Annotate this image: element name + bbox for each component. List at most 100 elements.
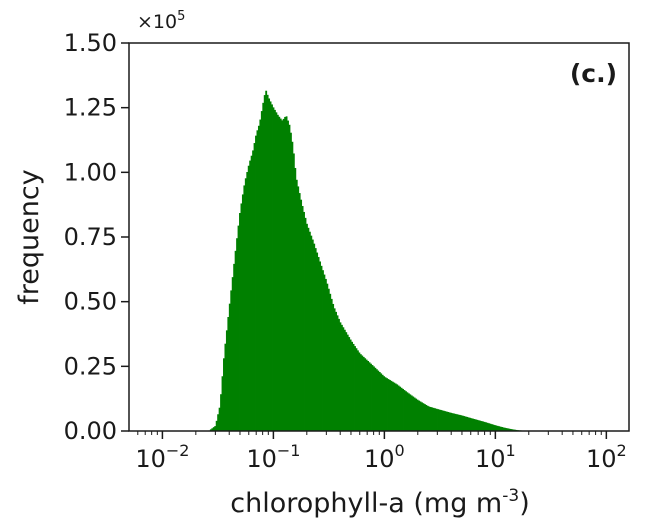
histogram-bar (278, 116, 281, 432)
x-tick-label: 102 (586, 441, 627, 473)
histogram-bar (327, 288, 330, 431)
histogram-bar (356, 350, 359, 431)
histogram-bar (437, 409, 439, 431)
histogram-bar (317, 257, 320, 431)
histogram-bar (358, 352, 361, 431)
histogram-bar (463, 416, 466, 431)
histogram-bar (412, 396, 415, 431)
histogram-bar (343, 329, 346, 431)
histogram-bar (474, 419, 477, 431)
histogram-bar (471, 418, 474, 431)
histogram-bar (493, 425, 496, 431)
histogram-bar (228, 303, 231, 431)
histogram-bar (303, 211, 305, 431)
histogram-bar (361, 355, 364, 431)
y-tick-label: 0.75 (64, 223, 117, 251)
histogram-bar (448, 412, 451, 431)
histogram-bar (391, 381, 394, 431)
histogram-bar (349, 339, 352, 431)
histogram-bar (454, 413, 457, 431)
histogram-bar (212, 427, 215, 431)
histogram-bar (499, 426, 502, 431)
histogram-bar (268, 98, 271, 431)
histogram-bar (271, 104, 273, 432)
histogram-bar (335, 311, 337, 431)
histogram-bar (371, 365, 374, 431)
histogram-bar (375, 369, 378, 431)
histogram-bar (265, 90, 268, 431)
histogram-bar (418, 400, 420, 431)
histogram-bar (359, 354, 362, 431)
histogram-bar (362, 356, 365, 431)
histogram-bar (234, 250, 237, 431)
histogram-bar (354, 346, 356, 431)
histogram-bar (244, 178, 247, 431)
histogram-bar (511, 429, 514, 431)
histogram-bar (313, 243, 316, 431)
histogram-bar (410, 395, 413, 431)
histogram-bar (405, 391, 407, 431)
histogram-bar (389, 379, 391, 431)
y-tick-label: 1.25 (64, 94, 117, 122)
histogram-bar (387, 379, 390, 431)
histogram-bar (441, 410, 444, 431)
histogram-bar (252, 150, 254, 432)
histogram-bar (355, 348, 358, 431)
histogram-bar (223, 358, 225, 431)
histogram-bar (279, 118, 282, 431)
histogram-bar (269, 101, 272, 431)
histogram-bar (458, 414, 461, 431)
histogram-bar (409, 394, 412, 431)
histogram-bar (288, 124, 291, 431)
histogram-bar (509, 428, 512, 431)
histogram-bar (256, 130, 259, 431)
histogram-bar (365, 359, 368, 431)
histogram-bar (332, 303, 335, 431)
histogram-bar (394, 383, 397, 431)
histogram-bar (482, 421, 485, 431)
histogram-bar (281, 120, 284, 432)
histogram-bar (479, 420, 482, 431)
histogram-bar (250, 155, 253, 431)
histogram-bar (240, 203, 243, 431)
histogram-bar (314, 248, 317, 431)
histogram-bar (453, 413, 455, 431)
histogram-bar (444, 411, 447, 431)
histogram-bar (489, 423, 492, 431)
histogram-bar (434, 408, 436, 431)
histogram-bar (330, 298, 333, 431)
histogram-bar (249, 160, 252, 431)
histogram-bar (442, 410, 445, 431)
histogram-bar (310, 235, 313, 431)
histogram-bar (262, 102, 265, 431)
y-tick-label: 1.50 (64, 29, 117, 57)
histogram-bar (339, 322, 342, 431)
histogram-bar (415, 398, 418, 431)
histogram-bar (425, 404, 428, 431)
histogram-bar (290, 132, 292, 431)
y-axis-ticks: 0.00 0.25 0.50 0.75 1.00 1.25 1.50 (64, 29, 129, 445)
histogram-bar (233, 263, 236, 431)
histogram-bar (451, 413, 454, 431)
histogram-bar (492, 424, 495, 431)
histogram-bar (255, 135, 257, 431)
histogram-bar (372, 366, 375, 431)
histogram-bar (291, 141, 294, 431)
histogram-bar (285, 116, 288, 431)
x-tick-label: 100 (364, 441, 405, 473)
histogram-bar (422, 403, 425, 431)
histogram-bar (447, 411, 450, 431)
y-tick-label: 0.50 (64, 288, 117, 316)
histogram-bar (460, 415, 463, 431)
y-axis-label: frequency (14, 169, 45, 304)
histogram-bar (324, 278, 327, 431)
histogram-bar (450, 412, 453, 431)
histogram-bar (505, 428, 508, 431)
histogram-bar (214, 426, 217, 431)
histogram-bar (319, 261, 321, 431)
histogram-bar (504, 427, 506, 431)
histogram-bar (368, 362, 371, 431)
histogram-bar (377, 370, 380, 431)
x-tick-label: 101 (475, 441, 516, 473)
